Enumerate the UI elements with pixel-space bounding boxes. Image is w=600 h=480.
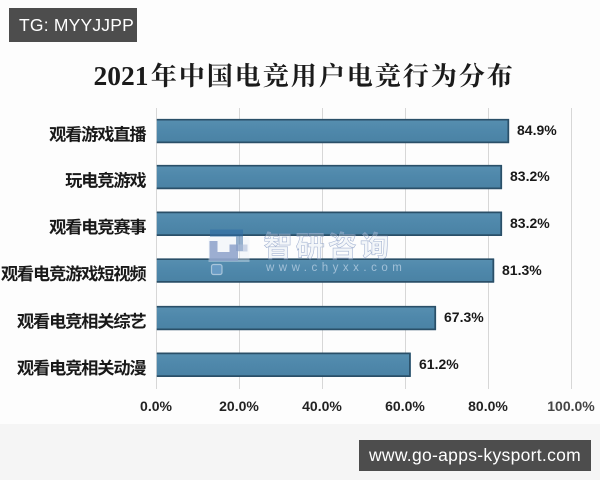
svg-text:www.chyxx.com: www.chyxx.com <box>265 262 406 274</box>
svg-text:2021: 2021 <box>94 60 149 91</box>
